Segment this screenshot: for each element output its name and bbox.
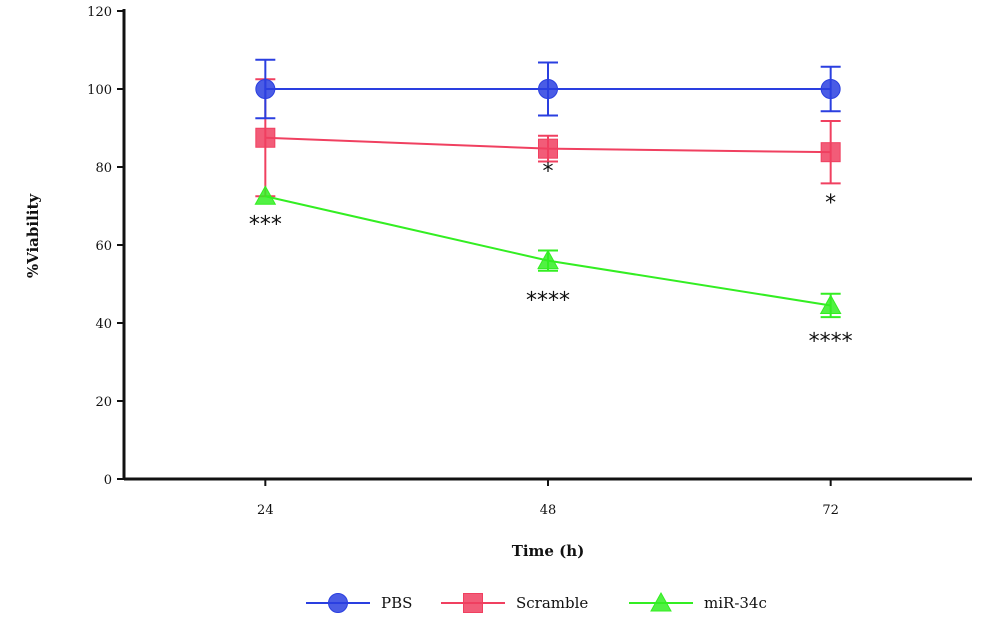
- y-tick-label: 120: [87, 5, 112, 20]
- x-tick-label: 48: [540, 503, 557, 518]
- data-point-pbs: [538, 79, 558, 99]
- legend-label: PBS: [381, 594, 412, 612]
- data-point-mir-34c: [254, 185, 277, 205]
- legend-marker: [463, 593, 483, 613]
- data-point-mir-34c: [819, 294, 842, 314]
- x-tick-label: 24: [257, 503, 274, 518]
- y-tick-label: 100: [87, 83, 112, 98]
- legend-marker: [650, 591, 672, 612]
- data-point-pbs: [255, 79, 276, 99]
- legend-item-pbs: PBS: [306, 593, 412, 613]
- legend-label: Scramble: [516, 594, 588, 612]
- legend-marker: [328, 593, 348, 613]
- y-tick-label: 20: [95, 395, 112, 410]
- significance-label: ****: [526, 288, 570, 313]
- x-axis-ticks: 24 48 72: [257, 479, 839, 518]
- data-point-scramble: [538, 138, 558, 159]
- y-axis-title: %Viability: [24, 193, 42, 279]
- x-tick-label: 72: [822, 503, 839, 518]
- legend: PBS Scramble miR-34c: [306, 591, 767, 613]
- significance-label: *: [543, 160, 554, 185]
- y-tick-label: 0: [104, 473, 112, 488]
- y-tick-label: 60: [95, 239, 112, 254]
- y-tick-label: 40: [95, 317, 112, 332]
- data-point-scramble: [820, 142, 841, 163]
- y-tick-label: 80: [95, 161, 112, 176]
- legend-item-mir-34c: miR-34c: [629, 591, 767, 612]
- x-axis-title: Time (h): [512, 542, 585, 560]
- significance-label: ****: [809, 329, 853, 354]
- legend-item-scramble: Scramble: [441, 593, 588, 613]
- series-pbs: [255, 58, 841, 120]
- significance-label: ***: [249, 212, 282, 237]
- y-axis-ticks: 0 20 40 60 80 100 120: [87, 5, 124, 488]
- legend-label: miR-34c: [704, 594, 767, 612]
- series-layer: [254, 58, 842, 319]
- data-point-pbs: [820, 79, 841, 99]
- data-point-mir-34c: [537, 249, 559, 270]
- series-scramble: [255, 78, 841, 198]
- significance-label: *: [825, 191, 836, 216]
- data-point-scramble: [255, 127, 276, 148]
- significance-annotations: *************: [249, 160, 853, 355]
- series-mir-34c: [254, 185, 842, 319]
